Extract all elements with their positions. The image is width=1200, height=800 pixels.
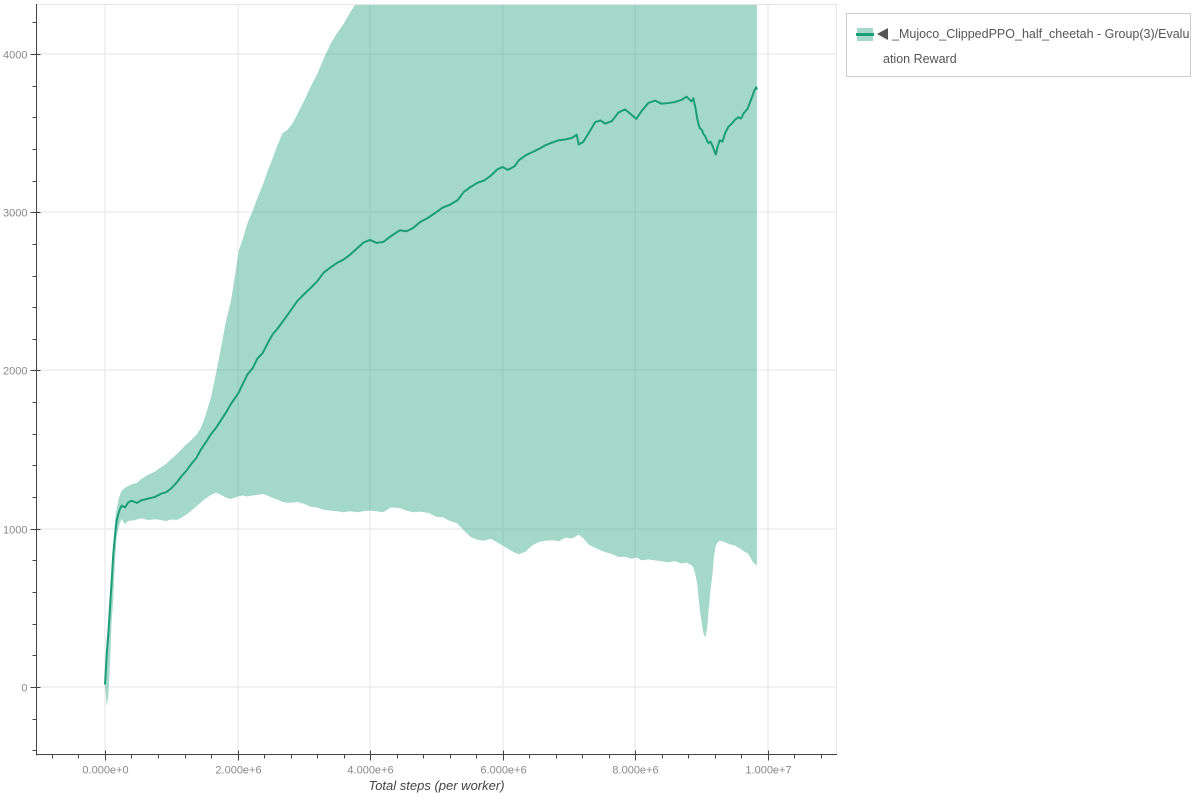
legend-label-line1: _Mujoco_ClippedPPO_half_cheetah - Group(… <box>892 27 1190 41</box>
svg-text:4000: 4000 <box>3 50 27 62</box>
svg-text:2.000e+6: 2.000e+6 <box>215 765 261 777</box>
svg-text:1000: 1000 <box>3 525 27 537</box>
left-triangle-icon <box>877 28 888 40</box>
series-swatch-icon <box>856 28 874 41</box>
svg-text:0: 0 <box>21 683 27 695</box>
svg-text:2000: 2000 <box>3 366 27 378</box>
svg-text:3000: 3000 <box>3 208 27 220</box>
svg-text:6.000e+6: 6.000e+6 <box>480 765 526 777</box>
series-evaluation-reward <box>104 4 758 706</box>
svg-text:4.000e+6: 4.000e+6 <box>347 765 393 777</box>
mean-line <box>104 86 758 685</box>
gridlines <box>36 4 837 755</box>
uncertainty-band <box>105 4 757 706</box>
x-axis-title: Total steps (per worker) <box>368 778 505 793</box>
line-swatch <box>856 33 874 36</box>
legend-label-line2: ation Reward <box>883 52 957 66</box>
axes: 0.000e+0 2.000e+6 4.000e+6 6.000e+6 8.000e+6… <box>3 4 837 777</box>
svg-text:1.000e+7: 1.000e+7 <box>745 765 791 777</box>
svg-text:0.000e+0: 0.000e+0 <box>82 765 128 777</box>
plot-border <box>36 4 837 755</box>
legend: _Mujoco_ClippedPPO_half_cheetah - Group(… <box>846 13 1191 77</box>
svg-text:8.000e+6: 8.000e+6 <box>612 765 658 777</box>
